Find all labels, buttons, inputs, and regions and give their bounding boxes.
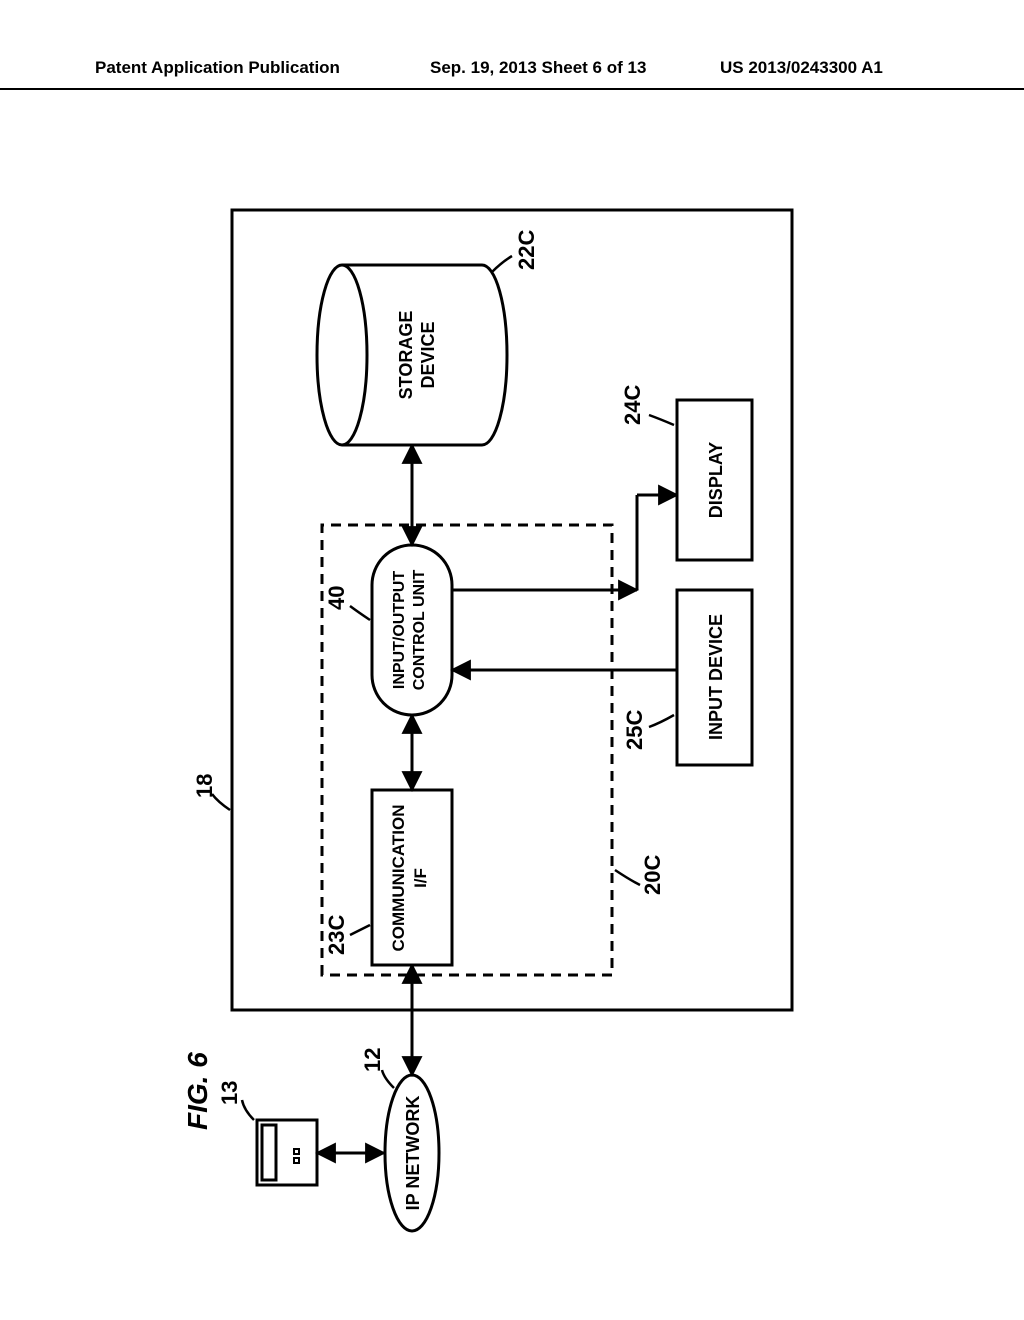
ref-13: 13 [217, 1081, 242, 1105]
ref-22c: 22C [514, 230, 539, 270]
ref-25c: 25C [622, 710, 647, 750]
storage-label-2: DEVICE [418, 321, 438, 388]
figure-title: FIG. 6 [182, 1052, 213, 1130]
comm-if-label-2: I/F [411, 868, 430, 888]
comm-if-label-1: COMMUNICATION [389, 805, 408, 952]
ref-40: 40 [324, 586, 349, 610]
pc-icon [257, 1120, 317, 1185]
storage-label-1: STORAGE [396, 311, 416, 400]
input-device-label: INPUT DEVICE [706, 614, 726, 740]
figure-svg: FIG. 6 13 IP NETWORK 12 [0, 0, 1024, 1320]
io-label-2: CONTROL UNIT [411, 569, 428, 690]
io-label-1: INPUT/OUTPUT [391, 571, 408, 689]
display-label: DISPLAY [706, 442, 726, 518]
ref-18: 18 [192, 774, 217, 798]
ref-20c: 20C [640, 855, 665, 895]
dashed-box-20c [322, 525, 612, 975]
ref-12: 12 [360, 1048, 385, 1072]
ref-23c: 23C [324, 915, 349, 955]
ip-network-label: IP NETWORK [403, 1096, 423, 1211]
ref-24c: 24C [620, 385, 645, 425]
